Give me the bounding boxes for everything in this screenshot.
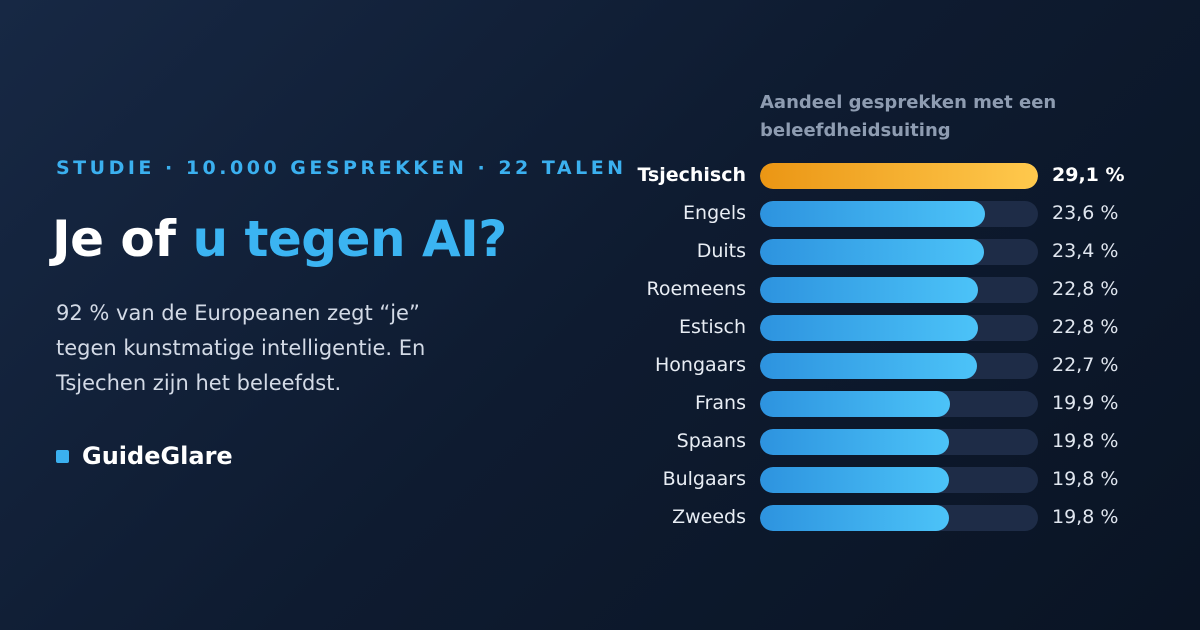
bar-category-label: Spaans — [676, 430, 746, 452]
bar-track — [760, 277, 1038, 303]
description-text: 92 % van de Europeanen zegt “je” tegen k… — [56, 301, 426, 395]
bar-row: Tsjechisch 29,1 % — [620, 157, 1180, 195]
bar-track — [760, 201, 1038, 227]
bar-chart: Tsjechisch 29,1 % Engels 23,6 % Duits 23,4 % R… — [620, 157, 1180, 537]
brand-square-icon — [56, 449, 69, 463]
bar-track — [760, 239, 1038, 265]
bar-value-label: 23,4 % — [1052, 240, 1119, 262]
bar — [760, 505, 949, 531]
bar-row: Frans 19,9 % — [620, 385, 1180, 423]
bar-track — [760, 467, 1038, 493]
bar-category-label: Engels — [683, 202, 746, 224]
bar-row: Duits 23,4 % — [620, 233, 1180, 271]
bar-category-label: Bulgaars — [662, 468, 746, 490]
chart-title: Aandeel gesprekken met een beleefdheidsu… — [760, 92, 1057, 141]
bar-category-label: Tsjechisch — [637, 164, 746, 186]
bar-category-label: Estisch — [678, 316, 746, 338]
bar-track — [760, 505, 1038, 531]
brand-name: GuideGlare — [82, 442, 233, 470]
bar-track — [760, 315, 1038, 341]
bar-value-label: 19,8 % — [1052, 506, 1119, 528]
bar-category-label: Zweeds — [672, 506, 746, 528]
bar — [760, 315, 978, 341]
headline-part-1: Je of — [52, 210, 193, 268]
bar-value-label: 22,7 % — [1052, 354, 1119, 376]
bar — [760, 163, 1038, 189]
bar-value-label: 22,8 % — [1052, 278, 1119, 300]
bar-value-label: 23,6 % — [1052, 202, 1119, 224]
bar-row: Bulgaars 19,8 % — [620, 461, 1180, 499]
bar-row: Estisch 22,8 % — [620, 309, 1180, 347]
bar-category-label: Frans — [695, 392, 746, 414]
bar-track — [760, 429, 1038, 455]
bar-track — [760, 163, 1038, 189]
bar-value-label: 19,9 % — [1052, 392, 1119, 414]
bar — [760, 201, 985, 227]
eyebrow-text: STUDIE · 10.000 GESPREKKEN · 22 TALEN — [56, 157, 627, 179]
brand: GuideGlare — [56, 442, 233, 470]
bar — [760, 353, 977, 379]
headline-part-2: u tegen AI? — [192, 210, 507, 268]
bar-value-label: 29,1 % — [1052, 164, 1125, 186]
bar-row: Zweeds 19,8 % — [620, 499, 1180, 537]
bar-category-label: Hongaars — [654, 354, 746, 376]
bar-track — [760, 353, 1038, 379]
bar-value-label: 19,8 % — [1052, 430, 1119, 452]
bar-track — [760, 391, 1038, 417]
bar-value-label: 22,8 % — [1052, 316, 1119, 338]
bar — [760, 429, 949, 455]
bar-category-label: Roemeens — [646, 278, 747, 300]
bar — [760, 239, 984, 265]
bar — [760, 391, 950, 417]
bar-category-label: Duits — [696, 240, 746, 262]
bar-row: Hongaars 22,7 % — [620, 347, 1180, 385]
bar — [760, 277, 978, 303]
bar — [760, 467, 949, 493]
bar-row: Spaans 19,8 % — [620, 423, 1180, 461]
bar-row: Roemeens 22,8 % — [620, 271, 1180, 309]
bar-value-label: 19,8 % — [1052, 468, 1119, 490]
bar-row: Engels 23,6 % — [620, 195, 1180, 233]
page-title: Je of u tegen AI? — [52, 208, 507, 270]
